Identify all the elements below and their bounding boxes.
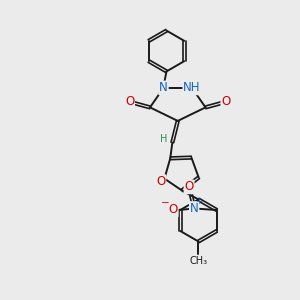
Text: +: + [195, 197, 202, 206]
Text: NH: NH [183, 81, 201, 94]
Text: CH₃: CH₃ [189, 256, 208, 266]
Text: O: O [184, 180, 194, 194]
Text: O: O [156, 175, 166, 188]
Text: H: H [160, 134, 167, 145]
Text: O: O [221, 95, 230, 108]
Text: O: O [125, 95, 134, 108]
Text: −: − [161, 198, 170, 208]
Text: N: N [190, 202, 199, 215]
Text: O: O [169, 203, 178, 217]
Text: N: N [159, 81, 168, 94]
